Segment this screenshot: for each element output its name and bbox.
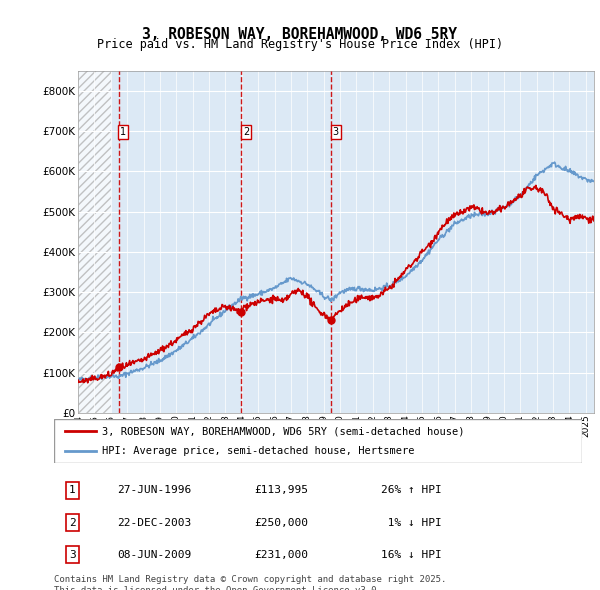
Text: 3: 3 [332, 127, 338, 137]
Text: £250,000: £250,000 [254, 517, 308, 527]
Text: 1% ↓ HPI: 1% ↓ HPI [382, 517, 442, 527]
Text: Contains HM Land Registry data © Crown copyright and database right 2025.
This d: Contains HM Land Registry data © Crown c… [54, 575, 446, 590]
Text: 27-JUN-1996: 27-JUN-1996 [118, 486, 191, 496]
Text: 1: 1 [69, 486, 76, 496]
Bar [78, 71, 111, 413]
Text: 1: 1 [121, 127, 127, 137]
Text: 16% ↓ HPI: 16% ↓ HPI [382, 550, 442, 560]
Text: 22-DEC-2003: 22-DEC-2003 [118, 517, 191, 527]
Text: 2: 2 [69, 517, 76, 527]
Text: 3, ROBESON WAY, BOREHAMWOOD, WD6 5RY (semi-detached house): 3, ROBESON WAY, BOREHAMWOOD, WD6 5RY (se… [101, 427, 464, 436]
Text: 08-JUN-2009: 08-JUN-2009 [118, 550, 191, 560]
Text: £231,000: £231,000 [254, 550, 308, 560]
Text: Price paid vs. HM Land Registry's House Price Index (HPI): Price paid vs. HM Land Registry's House … [97, 38, 503, 51]
Text: 3, ROBESON WAY, BOREHAMWOOD, WD6 5RY: 3, ROBESON WAY, BOREHAMWOOD, WD6 5RY [143, 27, 458, 41]
Text: 2: 2 [243, 127, 250, 137]
Text: HPI: Average price, semi-detached house, Hertsmere: HPI: Average price, semi-detached house,… [101, 446, 414, 455]
Text: 26% ↑ HPI: 26% ↑ HPI [382, 486, 442, 496]
Text: £113,995: £113,995 [254, 486, 308, 496]
Text: 3: 3 [69, 550, 76, 560]
FancyBboxPatch shape [54, 419, 582, 463]
